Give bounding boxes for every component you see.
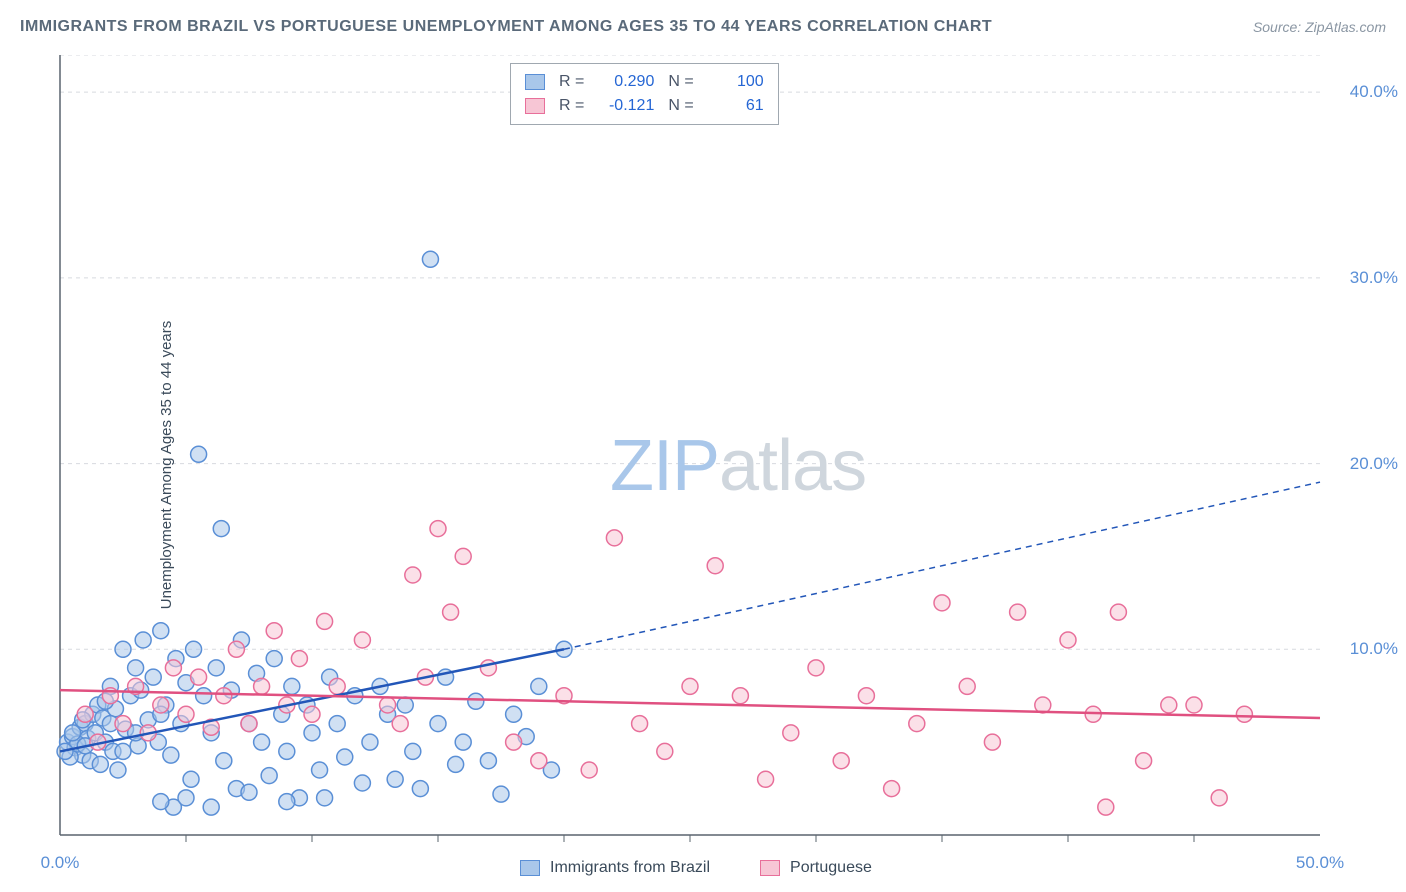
swatch-portuguese-bottom — [760, 860, 780, 876]
legend-row-portuguese: R = -0.121 N = 61 — [525, 94, 764, 118]
legend-item-portuguese: Portuguese — [760, 859, 872, 877]
y-axis-label: Unemployment Among Ages 35 to 44 years — [158, 321, 175, 610]
legend-item-brazil: Immigrants from Brazil — [520, 859, 710, 877]
series-legend: Immigrants from Brazil Portuguese — [520, 859, 872, 877]
swatch-brazil — [525, 74, 545, 90]
legend-row-brazil: R = 0.290 N = 100 — [525, 70, 764, 94]
chart-source: Source: ZipAtlas.com — [1253, 19, 1386, 35]
scatter-plot — [50, 55, 1390, 875]
chart-area: Unemployment Among Ages 35 to 44 years Z… — [50, 55, 1390, 875]
swatch-brazil-bottom — [520, 860, 540, 876]
chart-title: IMMIGRANTS FROM BRAZIL VS PORTUGUESE UNE… — [20, 18, 992, 36]
correlation-legend: R = 0.290 N = 100 R = -0.121 N = 61 — [510, 63, 779, 125]
swatch-portuguese — [525, 98, 545, 114]
chart-header: IMMIGRANTS FROM BRAZIL VS PORTUGUESE UNE… — [20, 18, 1386, 36]
